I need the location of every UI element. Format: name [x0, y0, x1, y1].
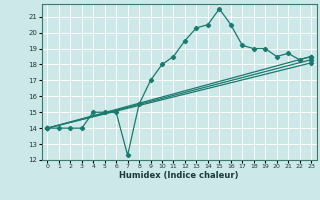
X-axis label: Humidex (Indice chaleur): Humidex (Indice chaleur): [119, 171, 239, 180]
